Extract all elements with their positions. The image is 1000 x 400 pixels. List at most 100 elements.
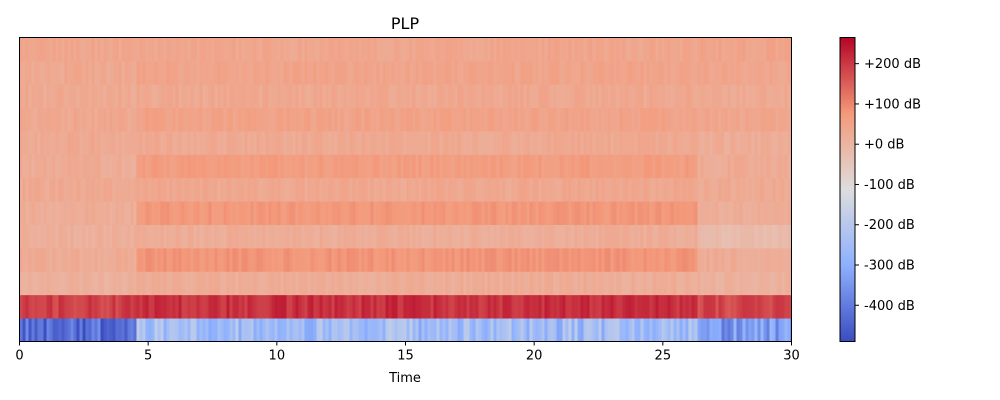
heatmap-cell	[304, 60, 308, 85]
heatmap-cell	[637, 318, 641, 342]
heatmap-cell	[70, 294, 74, 319]
heatmap-cell	[481, 177, 485, 202]
heatmap-cell	[322, 131, 326, 155]
heatmap-cell	[334, 177, 338, 202]
heatmap-cell	[121, 60, 125, 85]
heatmap-cell	[109, 224, 113, 249]
heatmap-cell	[346, 247, 350, 272]
heatmap-cell	[634, 37, 638, 62]
heatmap-cell	[493, 107, 497, 132]
heatmap-cell	[136, 294, 140, 319]
heatmap-cell	[133, 84, 137, 109]
heatmap-cell	[460, 224, 464, 249]
heatmap-cell	[754, 201, 758, 225]
heatmap-cell	[694, 154, 698, 179]
heatmap-cell	[580, 37, 584, 62]
heatmap-cell	[40, 37, 44, 62]
heatmap-cell	[406, 154, 410, 179]
heatmap-cell	[223, 271, 227, 296]
heatmap-cell	[532, 154, 536, 179]
heatmap-cell	[268, 84, 272, 109]
heatmap-cell	[751, 177, 755, 202]
heatmap-cell	[190, 37, 194, 62]
heatmap-cell	[130, 294, 134, 319]
heatmap-cell	[625, 247, 629, 272]
heatmap-cell	[634, 224, 638, 249]
heatmap-cell	[622, 154, 626, 179]
heatmap-cell	[655, 60, 659, 85]
heatmap-cell	[361, 84, 365, 109]
heatmap-cell	[169, 84, 173, 109]
heatmap-cell	[475, 271, 479, 296]
heatmap-cell	[244, 154, 248, 179]
heatmap-cell	[196, 84, 200, 109]
heatmap-cell	[787, 107, 791, 132]
heatmap-cell	[553, 294, 557, 319]
heatmap-cell	[172, 131, 176, 155]
heatmap-cell	[664, 60, 668, 85]
heatmap-cell	[175, 131, 179, 155]
heatmap-cell	[184, 84, 188, 109]
heatmap-cell	[28, 154, 32, 179]
heatmap-cell	[772, 271, 776, 296]
heatmap-cell	[202, 224, 206, 249]
heatmap-cell	[238, 37, 242, 62]
heatmap-cell	[670, 37, 674, 62]
heatmap-cell	[682, 84, 686, 109]
heatmap-cell	[721, 37, 725, 62]
heatmap-cell	[202, 60, 206, 85]
heatmap-cell	[460, 37, 464, 62]
heatmap-cell	[430, 154, 434, 179]
heatmap-cell	[187, 224, 191, 249]
heatmap-cell	[502, 84, 506, 109]
heatmap-cell	[232, 224, 236, 249]
heatmap-cell	[256, 84, 260, 109]
heatmap-cell	[52, 271, 56, 296]
heatmap-cell	[691, 107, 695, 132]
heatmap-cell	[271, 201, 275, 225]
heatmap-cell	[220, 318, 224, 342]
heatmap-cell	[532, 201, 536, 225]
heatmap-cell	[169, 201, 173, 225]
heatmap-cell	[529, 177, 533, 202]
heatmap-cell	[376, 131, 380, 155]
heatmap-cell	[322, 247, 326, 272]
heatmap-cell	[505, 60, 509, 85]
heatmap-cell	[541, 224, 545, 249]
heatmap-cell	[244, 294, 248, 319]
heatmap-cell	[133, 201, 137, 225]
heatmap-cell	[571, 60, 575, 85]
heatmap-cell	[319, 107, 323, 132]
heatmap-cell	[52, 294, 56, 319]
heatmap-cell	[121, 37, 125, 62]
heatmap-cell	[46, 271, 50, 296]
heatmap-cell	[280, 294, 284, 319]
heatmap-cell	[541, 318, 545, 342]
heatmap-cell	[559, 60, 563, 85]
heatmap-cell	[178, 177, 182, 202]
heatmap-cell	[400, 294, 404, 319]
heatmap-cell	[721, 131, 725, 155]
heatmap-cell	[613, 224, 617, 249]
heatmap-cell	[256, 60, 260, 85]
heatmap-cell	[538, 247, 542, 272]
heatmap-cell	[172, 107, 176, 132]
heatmap-cell	[499, 37, 503, 62]
heatmap-cell	[565, 37, 569, 62]
heatmap-cell	[325, 60, 329, 85]
heatmap-cell	[151, 247, 155, 272]
heatmap-cell	[394, 318, 398, 342]
heatmap-cell	[499, 84, 503, 109]
heatmap-cell	[58, 224, 62, 249]
heatmap-cell	[643, 224, 647, 249]
heatmap-cell	[130, 131, 134, 155]
heatmap-cell	[235, 294, 239, 319]
heatmap-cell	[466, 318, 470, 342]
heatmap-cell	[109, 271, 113, 296]
heatmap-cell	[307, 247, 311, 272]
heatmap-cell	[694, 131, 698, 155]
heatmap-cell	[274, 271, 278, 296]
heatmap-cell	[250, 247, 254, 272]
heatmap-cell	[160, 131, 164, 155]
heatmap-cell	[574, 271, 578, 296]
